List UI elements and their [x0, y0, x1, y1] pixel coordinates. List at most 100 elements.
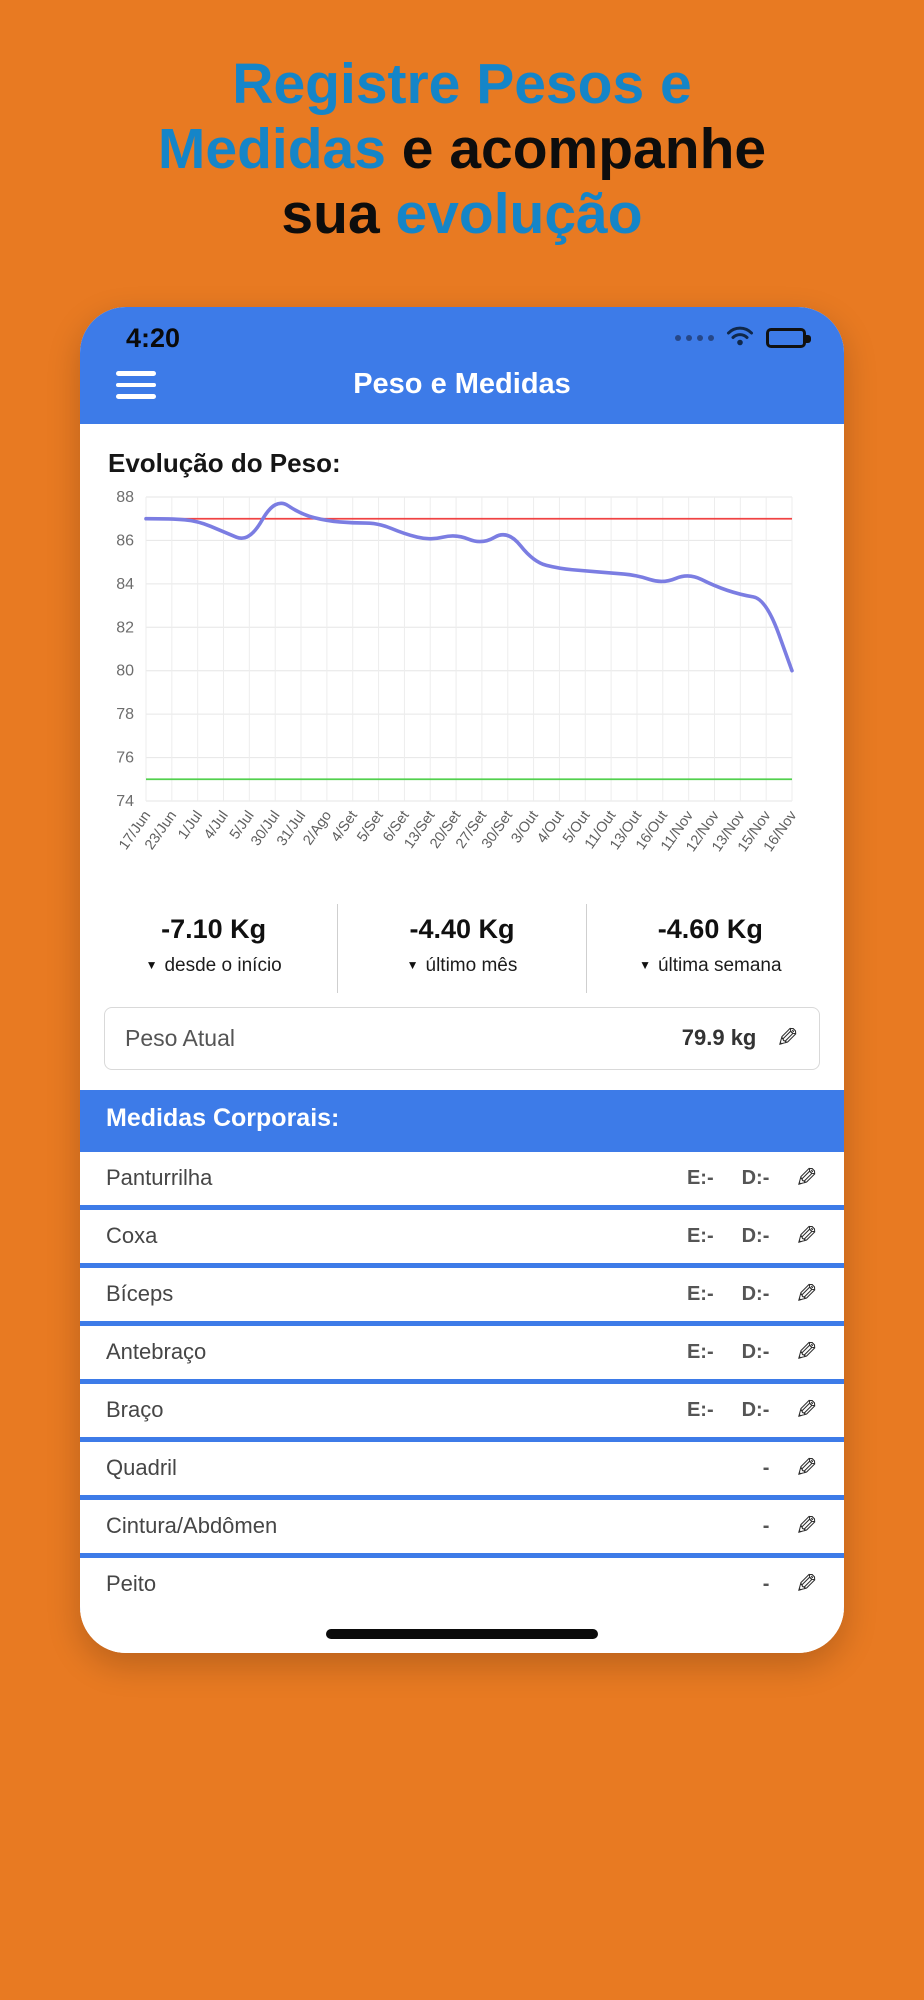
- measurement-label: Peito: [106, 1571, 157, 1597]
- svg-text:2/Ago: 2/Ago: [300, 808, 335, 848]
- hamburger-menu-icon[interactable]: [116, 371, 156, 399]
- measurement-label: Cintura/Abdômen: [106, 1513, 278, 1539]
- measurement-value: D:-: [741, 1340, 770, 1363]
- edit-icon[interactable]: [795, 1455, 818, 1482]
- chevron-down-icon: [146, 955, 165, 976]
- chevron-down-icon: [407, 955, 426, 976]
- measurement-row[interactable]: Panturrilha E:- D:-: [80, 1151, 844, 1205]
- measurement-value: D:-: [741, 1224, 770, 1247]
- current-weight-label: Peso Atual: [125, 1024, 235, 1051]
- edit-icon[interactable]: [795, 1397, 818, 1424]
- stat-label-text: desde o início: [164, 954, 282, 976]
- stat-period-selector[interactable]: última semana: [587, 955, 834, 977]
- measurement-values: -: [763, 1573, 770, 1596]
- svg-text:1/Jul: 1/Jul: [175, 808, 206, 842]
- edit-icon[interactable]: [795, 1571, 818, 1598]
- measurements-list: Panturrilha E:- D:- Coxa E:- D:- Bíceps E:…: [80, 1146, 844, 1611]
- measurement-values: E:- D:-: [687, 1225, 769, 1248]
- measurement-row[interactable]: Coxa E:- D:-: [80, 1209, 844, 1263]
- measurement-values: E:- D:-: [687, 1283, 769, 1306]
- measurement-label: Braço: [106, 1397, 164, 1423]
- measurement-row[interactable]: Bíceps E:- D:-: [80, 1267, 844, 1321]
- measurement-values: E:- D:-: [687, 1399, 769, 1422]
- edit-icon[interactable]: [795, 1223, 818, 1250]
- headline-segment: sua: [281, 181, 396, 246]
- svg-text:78: 78: [116, 706, 134, 723]
- svg-text:5/Set: 5/Set: [354, 808, 387, 845]
- phone-bottom: [80, 1610, 844, 1653]
- svg-text:74: 74: [116, 793, 134, 810]
- measurement-label: Quadril: [106, 1455, 177, 1481]
- measurement-values: -: [763, 1457, 770, 1480]
- measurement-value: E:-: [686, 1340, 714, 1363]
- cell-signal-icon: [675, 335, 714, 342]
- stat-column: -7.10 Kg desde o início: [90, 904, 337, 993]
- phone-mockup: 4:20 Peso e Medidas Evolução do Peso: 74…: [80, 306, 844, 1653]
- measurement-value: -: [762, 1456, 770, 1479]
- chart-title: Evolução do Peso:: [108, 447, 341, 478]
- svg-text:80: 80: [116, 663, 134, 680]
- measurement-value: E:-: [686, 1282, 714, 1305]
- measurement-values: E:- D:-: [687, 1167, 769, 1190]
- measurement-row[interactable]: Antebraço E:- D:-: [80, 1325, 844, 1379]
- measurement-value: D:-: [741, 1282, 770, 1305]
- app-top-bar: 4:20 Peso e Medidas: [80, 306, 844, 424]
- stats-row: -7.10 Kg desde o início -4.40 Kg último …: [90, 903, 834, 993]
- measurement-value: D:-: [741, 1166, 770, 1189]
- svg-text:82: 82: [116, 619, 134, 636]
- measurement-row[interactable]: Peito -: [80, 1557, 844, 1611]
- measurement-row[interactable]: Cintura/Abdômen -: [80, 1499, 844, 1553]
- svg-text:4/Set: 4/Set: [328, 808, 361, 845]
- current-weight-card: Peso Atual 79.9 kg: [104, 1006, 820, 1070]
- chevron-down-icon: [639, 955, 658, 976]
- svg-text:86: 86: [116, 532, 134, 549]
- measurement-value: E:-: [686, 1166, 714, 1189]
- svg-text:4/Out: 4/Out: [534, 808, 567, 846]
- weight-evolution-section: Evolução do Peso: 74 76 78 80 82 84 86 88 17/Jun…: [80, 423, 844, 902]
- stat-value: -7.10 Kg: [161, 913, 267, 944]
- measurement-value: D:-: [741, 1398, 770, 1421]
- measurement-label: Antebraço: [106, 1339, 207, 1365]
- body-measurements-header: Medidas Corporais:: [80, 1089, 844, 1147]
- measurement-row[interactable]: Braço E:- D:-: [80, 1383, 844, 1437]
- clock-time: 4:20: [126, 322, 181, 353]
- measurement-label: Coxa: [106, 1223, 158, 1249]
- stat-period-selector[interactable]: último mês: [338, 955, 585, 977]
- svg-text:84: 84: [116, 576, 134, 593]
- measurement-value: E:-: [686, 1398, 714, 1421]
- edit-icon[interactable]: [795, 1513, 818, 1540]
- headline-segment: Medidas: [157, 116, 386, 181]
- stat-column: -4.60 Kg última semana: [585, 903, 834, 993]
- edit-icon[interactable]: [795, 1339, 818, 1366]
- measurement-values: -: [763, 1515, 770, 1538]
- status-bar: 4:20: [80, 319, 844, 360]
- headline-segment: e acompanhe: [385, 116, 767, 181]
- stat-value: -4.40 Kg: [409, 913, 515, 944]
- headline-segment: Registre Pesos e: [232, 52, 692, 116]
- measurement-value: -: [762, 1514, 770, 1537]
- measurement-row[interactable]: Quadril -: [80, 1441, 844, 1495]
- edit-icon[interactable]: [795, 1165, 818, 1192]
- stat-column: -4.40 Kg último mês: [337, 903, 585, 993]
- edit-icon[interactable]: [795, 1281, 818, 1308]
- nav-bar: Peso e Medidas: [80, 362, 844, 408]
- home-indicator[interactable]: [326, 1628, 598, 1639]
- measurement-label: Panturrilha: [106, 1165, 213, 1191]
- measurement-label: Bíceps: [106, 1281, 174, 1307]
- wifi-icon: [726, 325, 754, 351]
- stat-label-text: último mês: [425, 954, 518, 976]
- weight-chart: 74 76 78 80 82 84 86 88 17/Jun 23/Jun 1/Jul 4/Jul 5/…: [94, 483, 834, 902]
- stat-period-selector[interactable]: desde o início: [90, 955, 337, 977]
- edit-icon[interactable]: [776, 1025, 799, 1052]
- svg-text:76: 76: [116, 749, 134, 766]
- svg-text:3/Out: 3/Out: [508, 808, 541, 846]
- measurement-values: E:- D:-: [687, 1341, 769, 1364]
- svg-text:4/Jul: 4/Jul: [201, 808, 232, 842]
- stat-label-text: última semana: [657, 954, 782, 976]
- page-title: Peso e Medidas: [353, 368, 571, 401]
- current-weight-value: 79.9 kg: [681, 1025, 757, 1051]
- battery-icon: [766, 328, 811, 349]
- stat-value: -4.60 Kg: [657, 913, 763, 944]
- measurement-value: -: [762, 1572, 770, 1595]
- headline-segment: evolução: [395, 181, 643, 246]
